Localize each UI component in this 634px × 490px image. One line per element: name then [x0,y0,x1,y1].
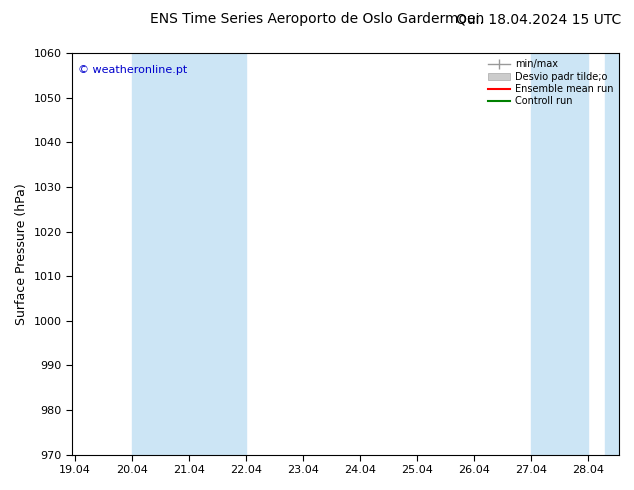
Text: © weatheronline.pt: © weatheronline.pt [77,65,187,75]
Bar [531,53,588,455]
Bar [605,53,619,455]
Text: Qui. 18.04.2024 15 UTC: Qui. 18.04.2024 15 UTC [456,12,621,26]
Text: ENS Time Series Aeroporto de Oslo Gardermoen: ENS Time Series Aeroporto de Oslo Garder… [150,12,484,26]
Legend: min/max, Desvio padr tilde;o, Ensemble mean run, Controll run: min/max, Desvio padr tilde;o, Ensemble m… [484,55,617,110]
Bar [132,53,246,455]
Y-axis label: Surface Pressure (hPa): Surface Pressure (hPa) [15,183,28,325]
